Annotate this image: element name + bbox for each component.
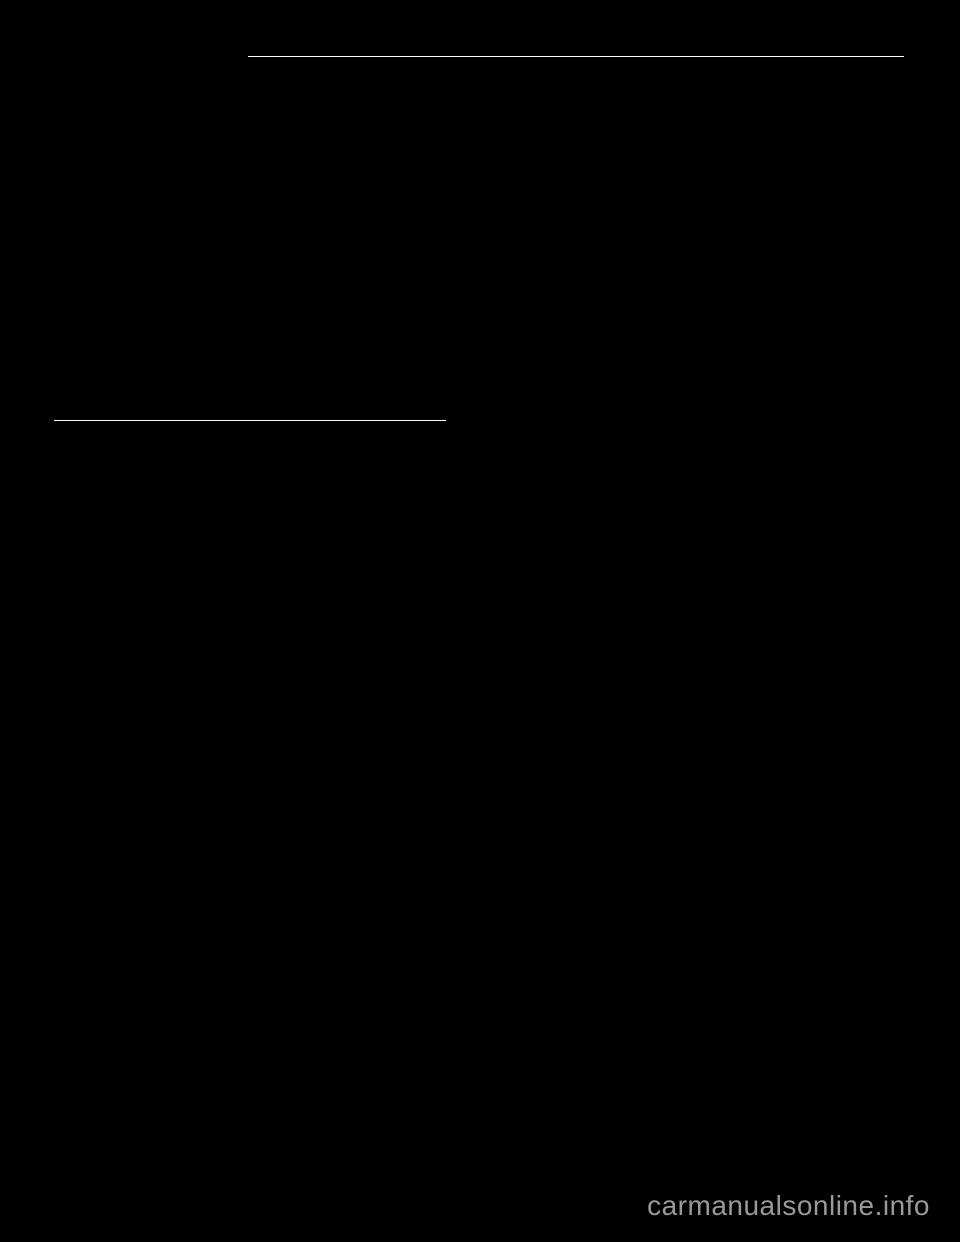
horizontal-rule-mid xyxy=(54,420,446,421)
horizontal-rule-top xyxy=(248,56,904,57)
watermark-text: carmanualsonline.info xyxy=(647,1190,930,1222)
